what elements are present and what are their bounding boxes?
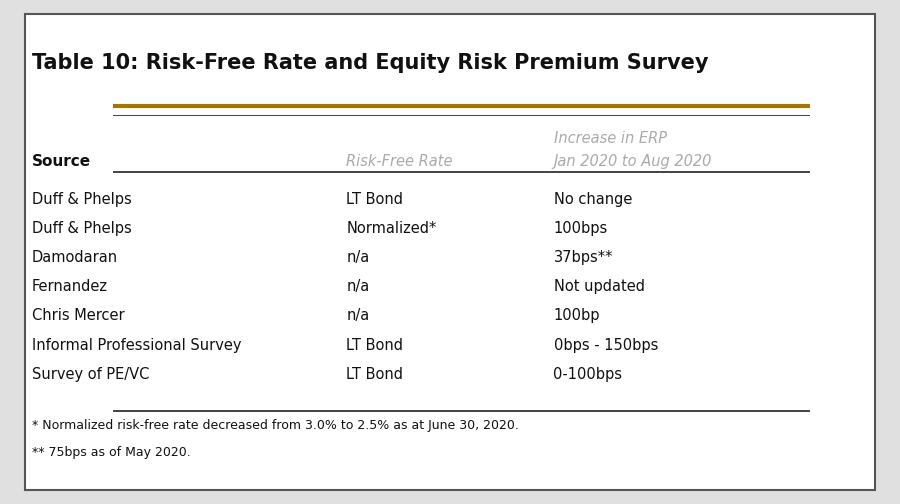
Text: No change: No change: [554, 192, 632, 207]
Text: Jan 2020 to Aug 2020: Jan 2020 to Aug 2020: [554, 154, 712, 169]
Text: n/a: n/a: [346, 308, 370, 324]
Text: 37bps**: 37bps**: [554, 250, 613, 265]
Text: n/a: n/a: [346, 250, 370, 265]
Text: LT Bond: LT Bond: [346, 338, 403, 353]
Text: n/a: n/a: [346, 279, 370, 294]
Text: Increase in ERP: Increase in ERP: [554, 131, 667, 146]
Text: Table 10: Risk-Free Rate and Equity Risk Premium Survey: Table 10: Risk-Free Rate and Equity Risk…: [32, 53, 708, 73]
Text: LT Bond: LT Bond: [346, 192, 403, 207]
Text: Duff & Phelps: Duff & Phelps: [32, 221, 131, 236]
Text: 0-100bps: 0-100bps: [554, 367, 623, 382]
Text: Source: Source: [32, 154, 91, 169]
Text: LT Bond: LT Bond: [346, 367, 403, 382]
Text: Chris Mercer: Chris Mercer: [32, 308, 124, 324]
Text: 0bps - 150bps: 0bps - 150bps: [554, 338, 658, 353]
Text: 100bps: 100bps: [554, 221, 608, 236]
Text: Not updated: Not updated: [554, 279, 644, 294]
Text: Risk-Free Rate: Risk-Free Rate: [346, 154, 453, 169]
Text: 100bp: 100bp: [554, 308, 600, 324]
Text: Normalized*: Normalized*: [346, 221, 436, 236]
Text: * Normalized risk-free rate decreased from 3.0% to 2.5% as at June 30, 2020.: * Normalized risk-free rate decreased fr…: [32, 419, 518, 432]
Text: Informal Professional Survey: Informal Professional Survey: [32, 338, 241, 353]
Text: Damodaran: Damodaran: [32, 250, 118, 265]
Text: ** 75bps as of May 2020.: ** 75bps as of May 2020.: [32, 446, 190, 459]
Text: Survey of PE/VC: Survey of PE/VC: [32, 367, 148, 382]
Text: Fernandez: Fernandez: [32, 279, 107, 294]
Text: Duff & Phelps: Duff & Phelps: [32, 192, 131, 207]
